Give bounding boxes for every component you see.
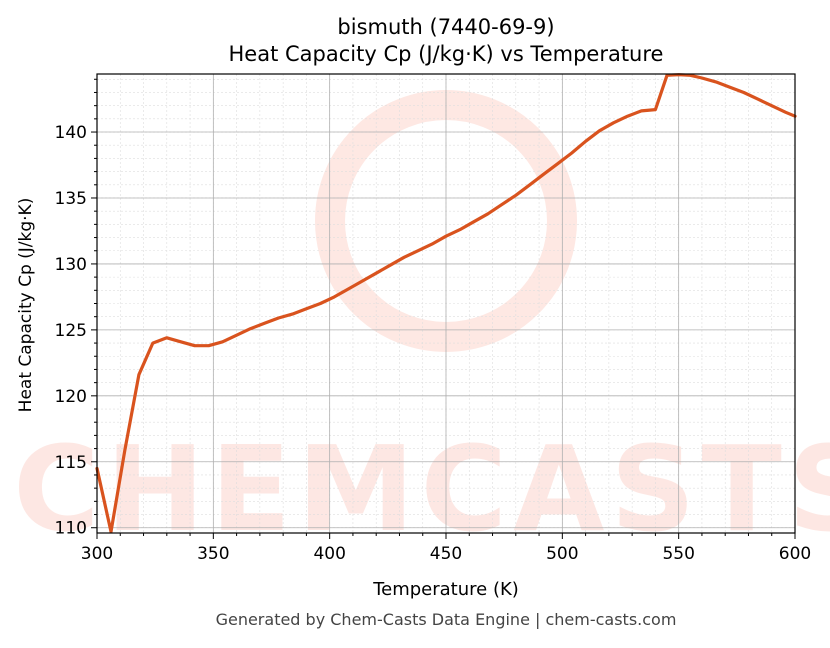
footer-credit: Generated by Chem-Casts Data Engine | ch…: [216, 610, 677, 629]
series-line-heat-capacity: [95, 73, 797, 534]
major-grid: [96, 74, 796, 533]
series-layer: [95, 73, 797, 534]
chart-title: bismuth (7440-69-9): [337, 15, 554, 39]
watermark-text: CHEMCASTS: [13, 420, 830, 558]
x-tick-label: 500: [546, 544, 578, 564]
y-tick-label: 110: [55, 519, 87, 539]
y-tick-label: 135: [55, 189, 87, 209]
x-tick-label: 550: [662, 544, 694, 564]
y-tick-label: 120: [55, 387, 87, 407]
y-tick-label: 140: [55, 123, 87, 143]
x-axis-label: Temperature (K): [372, 579, 519, 600]
x-tick-label: 300: [81, 544, 113, 564]
chart-subtitle: Heat Capacity Cp (J/kg·K) vs Temperature: [229, 42, 664, 66]
x-tick-label: 450: [430, 544, 462, 564]
x-tick-label: 400: [313, 544, 345, 564]
y-tick-label: 125: [55, 321, 87, 341]
y-tick-label: 115: [55, 453, 87, 473]
y-tick-label: 130: [55, 255, 87, 275]
x-tick-label: 350: [197, 544, 229, 564]
y-axis-ticks: 110 115 120 125 130 135 140: [55, 78, 97, 539]
y-axis-label: Heat Capacity Cp (J/kg·K): [16, 198, 36, 413]
x-axis-ticks: 300 350 400 450 500 550 600: [81, 533, 811, 564]
x-tick-label: 600: [779, 544, 811, 564]
